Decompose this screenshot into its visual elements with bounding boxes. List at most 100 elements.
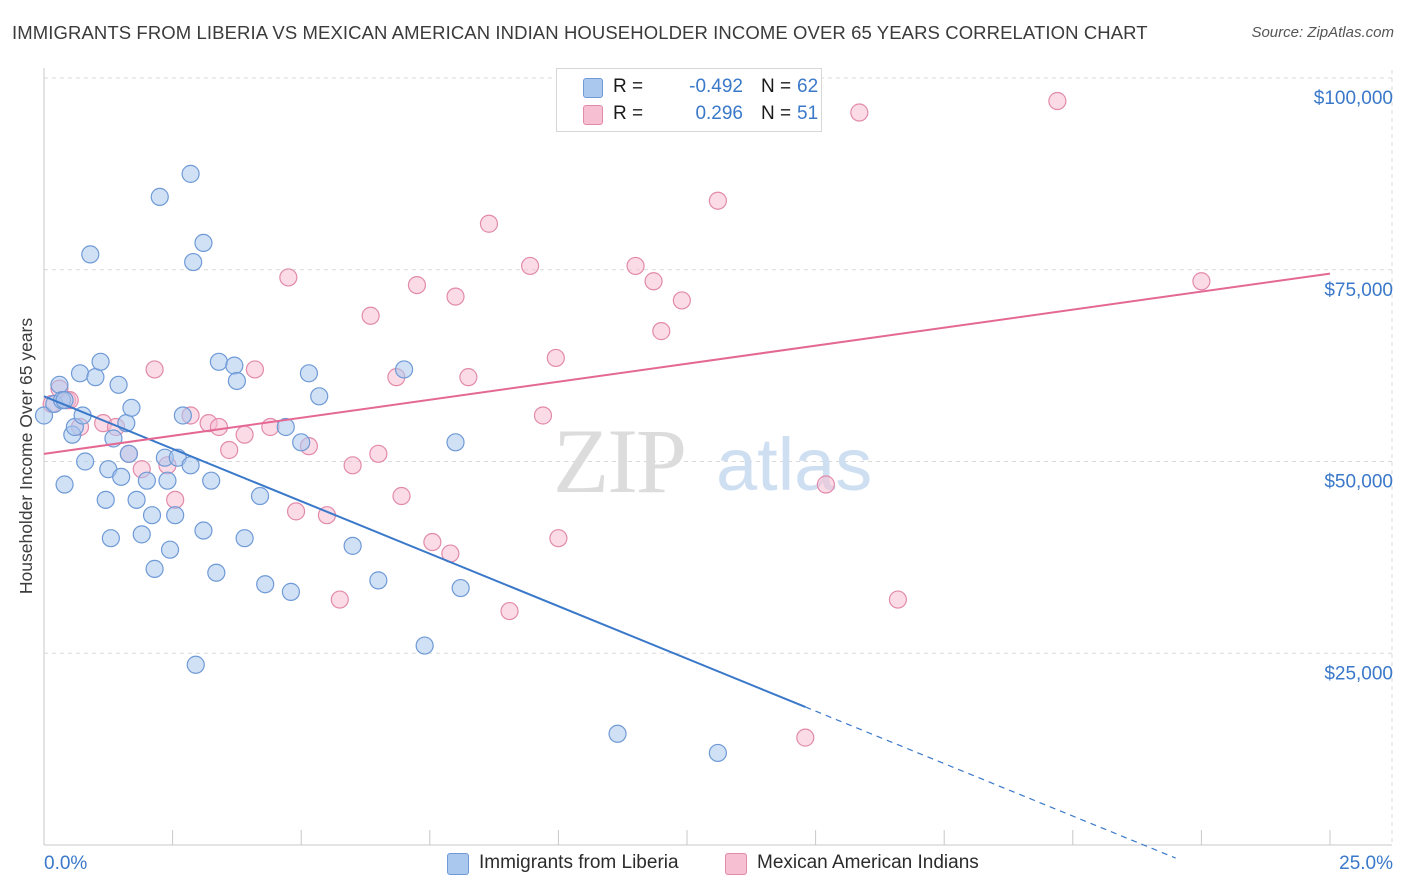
liberia-point (235, 529, 254, 548)
bottom-legend-label: Mexican American Indians (757, 852, 979, 873)
mexican-american-indians-point (330, 590, 349, 609)
legend-r-label: R = (613, 76, 644, 97)
legend-n-label: N = (761, 76, 792, 97)
gridlines (44, 70, 1393, 845)
correlation-legend: R = -0.492 N = 62 R = 0.296 N = 51 (556, 68, 822, 132)
mexican-american-indians-point (652, 322, 671, 341)
liberia-point (207, 563, 226, 582)
liberia-point (394, 360, 414, 379)
liberia-point (227, 371, 246, 391)
axes (43, 68, 1392, 846)
liberia-trend-line (43, 395, 806, 708)
mexican-american-indians-point (626, 256, 645, 276)
mexican-american-indians-point (479, 214, 499, 233)
mexican-american-indians-point (279, 268, 298, 287)
legend-n-label: N = (761, 103, 792, 124)
liberia-point (55, 475, 74, 494)
liberia-point (281, 582, 301, 601)
liberia-point (34, 406, 54, 425)
mexican-american-indians-point (446, 287, 465, 306)
mexican-american-indians-point (392, 486, 411, 506)
liberia-point (276, 417, 295, 437)
mexican-american-indians-point (546, 348, 565, 368)
legend-r-value: -0.492 (689, 76, 743, 97)
mexican-american-indians-point (343, 456, 362, 475)
liberia-point (209, 352, 228, 371)
mexican-american-indians-point (423, 532, 442, 552)
liberia-point (369, 571, 388, 590)
mexican-american-indians-points (42, 91, 1211, 747)
liberia-point (109, 375, 128, 394)
liberia-point (50, 375, 69, 394)
liberia-point (608, 724, 627, 743)
liberia-point (132, 525, 151, 544)
mexican-american-indians-point (796, 728, 815, 747)
liberia-point (181, 164, 200, 183)
liberia-point (194, 521, 213, 540)
mexican-american-indians-point (235, 425, 254, 444)
liberia-point (299, 364, 319, 383)
bottom-legend-swatch-pink (725, 853, 747, 875)
mexican-american-indians-point (369, 444, 388, 463)
x-tick-label-min: 0.0% (44, 853, 87, 874)
liberia-point (202, 471, 221, 490)
legend-n-value: 51 (797, 103, 819, 124)
tick-labels: $25,000 $50,000 $75,000 $100,000 0.0% 25.0% (44, 88, 1393, 874)
liberia-point (127, 490, 146, 509)
y-tick-label: $25,000 (1324, 663, 1393, 684)
y-tick-label: $100,000 (1314, 88, 1393, 109)
liberia-point (119, 444, 138, 463)
liberia-point (122, 398, 141, 417)
mexican-american-indians-point (708, 191, 727, 210)
legend-n-value: 62 (797, 76, 819, 97)
mexican-american-indians-point (850, 103, 869, 122)
y-axis-label: Householder Income Over 65 years (16, 318, 36, 594)
liberia-trend-extension (805, 706, 1176, 859)
y-tick-label: $50,000 (1324, 472, 1393, 493)
liberia-point (343, 536, 362, 555)
mexican-american-indians-point (672, 291, 691, 310)
liberia-point (250, 486, 270, 506)
liberia-point (112, 467, 131, 486)
liberia-point (150, 187, 169, 206)
liberia-point (55, 391, 74, 410)
mexican-american-indians-point (209, 417, 228, 437)
legend-r-label: R = (613, 103, 644, 124)
watermark-zip: ZIP (553, 410, 685, 512)
liberia-point (166, 506, 185, 525)
watermark-atlas: atlas (716, 423, 872, 506)
mexican-american-indians-point (220, 440, 239, 460)
source-label: Source: ZipAtlas.com (1251, 24, 1394, 41)
legend-r-value: 0.296 (695, 103, 743, 124)
liberia-point (158, 471, 177, 490)
mexican-american-indians-point (1192, 272, 1211, 291)
bottom-legend-swatch-blue (447, 853, 469, 875)
liberia-point (415, 636, 434, 655)
chart-title: IMMIGRANTS FROM LIBERIA VS MEXICAN AMERI… (12, 22, 1148, 43)
liberia-point (708, 743, 727, 763)
bottom-legend-label: Immigrants from Liberia (479, 852, 679, 873)
liberia-point (184, 252, 203, 272)
x-tick-label-max: 25.0% (1339, 853, 1393, 874)
mexican-american-indians-point (549, 529, 568, 548)
mexican-american-indians-point (286, 502, 306, 521)
legend-swatch-blue (583, 78, 603, 98)
y-tick-label: $75,000 (1324, 280, 1393, 301)
liberia-point (173, 406, 192, 425)
liberia-point (142, 506, 162, 525)
mexican-american-indians-point (888, 590, 908, 609)
mexican-american-indians-trend-line (43, 272, 1331, 455)
liberia-point (145, 559, 164, 578)
liberia-point (310, 387, 329, 406)
liberia-point (70, 364, 90, 383)
liberia-point (160, 540, 180, 559)
liberia-point (81, 245, 100, 264)
mexican-american-indians-point (1048, 91, 1067, 111)
mexican-american-indians-point (521, 256, 540, 276)
liberia-point (446, 433, 465, 452)
mexican-american-indians-point (166, 490, 185, 509)
mexican-american-indians-point (500, 601, 519, 621)
liberia-point (91, 352, 110, 371)
trend-lines (43, 272, 1331, 859)
